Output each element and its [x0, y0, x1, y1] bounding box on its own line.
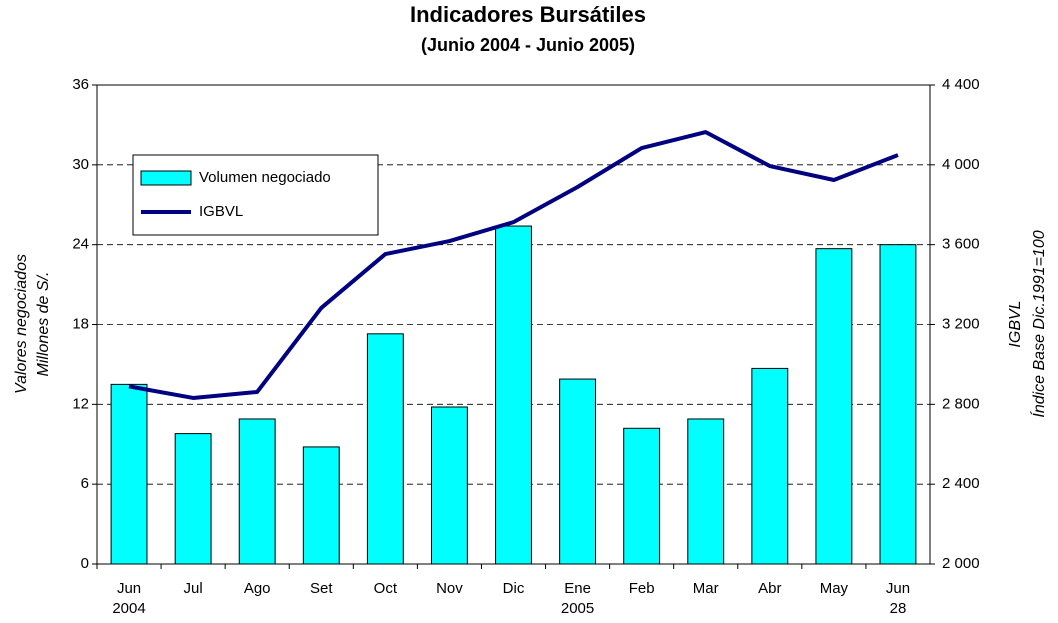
line [128, 130, 899, 400]
legend-swatch [140, 170, 192, 186]
x-tick-label: Set [310, 580, 333, 597]
y2-tick-label: 2 400 [942, 475, 980, 492]
bar [815, 248, 853, 565]
bar [110, 383, 148, 565]
x-tick-label: May [820, 580, 849, 597]
chart-subtitle: (Junio 2004 - Junio 2005) [421, 35, 635, 55]
x-tick-label: Ago [244, 580, 271, 597]
y-tick-label: 0 [81, 555, 89, 572]
y2-tick-label: 2 800 [942, 395, 980, 412]
bar [174, 433, 212, 565]
y-tick-label: 18 [72, 315, 89, 332]
bar [366, 333, 404, 565]
x-tick-label: Jul [184, 580, 203, 597]
y-tick-label: 36 [72, 76, 89, 93]
bar [623, 427, 661, 565]
bar [879, 244, 917, 565]
bar [687, 418, 725, 565]
y-axis-title: Valores negociados [13, 254, 30, 394]
x-tick-label: Jun [117, 580, 141, 597]
legend-label: IGBVL [199, 203, 243, 220]
bar [238, 418, 276, 565]
bar [495, 225, 532, 565]
x-tick-label: Jun [886, 580, 910, 597]
x-tick-sublabel: 2004 [112, 600, 145, 617]
x-tick-label: Oct [374, 580, 398, 597]
y-tick-label: 12 [72, 395, 89, 412]
x-tick-label: Dic [503, 580, 525, 597]
x-tick-label: Ene [564, 580, 591, 597]
y2-tick-label: 2 000 [942, 555, 980, 572]
x-tick-sublabel: 2005 [561, 600, 594, 617]
y2-axis-title: Índice Base Dic.1991=100 [1029, 230, 1048, 417]
y2-tick-label: 3 200 [942, 315, 980, 332]
y2-tick-label: 4 000 [942, 156, 980, 173]
x-tick-sublabel: 28 [890, 600, 907, 617]
y-axis-title: Millones de S/. [35, 272, 52, 377]
bar [559, 378, 597, 565]
bar [430, 406, 468, 565]
y2-tick-label: 3 600 [942, 236, 980, 253]
bar [302, 446, 340, 565]
bar [751, 367, 789, 565]
chart-title: Indicadores Bursátiles [410, 2, 646, 27]
y-tick-label: 24 [72, 236, 89, 253]
legend-box [132, 154, 379, 236]
x-tick-label: Nov [436, 580, 463, 597]
x-tick-label: Feb [629, 580, 655, 597]
y2-tick-label: 4 400 [942, 76, 980, 93]
x-tick-label: Mar [693, 580, 719, 597]
y-tick-label: 30 [72, 156, 89, 173]
x-tick-label: Abr [758, 580, 781, 597]
y2-axis-title: IGBVL [1007, 300, 1024, 347]
y-tick-label: 6 [81, 475, 89, 492]
legend-label: Volumen negociado [199, 169, 331, 186]
